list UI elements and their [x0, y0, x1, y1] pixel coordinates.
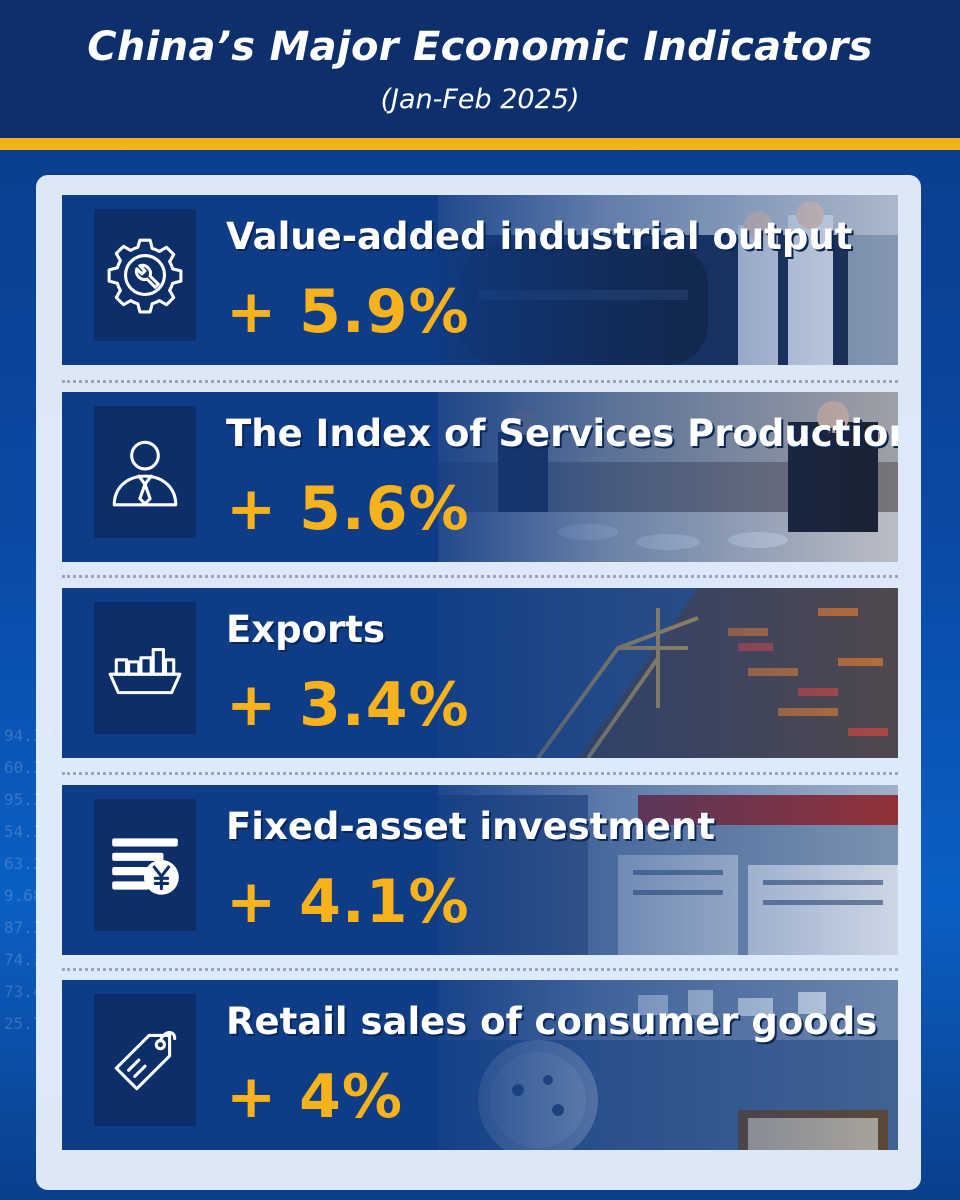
icon-frame — [94, 602, 196, 734]
bg-digit: 9.68 — [4, 886, 43, 905]
icon-frame — [94, 209, 196, 341]
divider — [62, 968, 898, 971]
page-subtitle: (Jan-Feb 2025) — [380, 84, 580, 115]
indicator-card-industrial-output: Value-added industrial output + 5.9% — [62, 195, 898, 365]
indicator-card-services-production: The Index of Services Production + 5.6% — [62, 392, 898, 562]
card-gradient — [62, 785, 898, 955]
divider — [62, 575, 898, 578]
indicator-value: + 5.9% — [226, 277, 470, 347]
price-tag-icon — [114, 1031, 177, 1091]
indicator-label: Retail sales of consumer goods — [226, 1000, 878, 1043]
indicator-value: + 4% — [226, 1062, 404, 1132]
icon-frame — [94, 799, 196, 931]
indicator-value: + 5.6% — [226, 474, 470, 544]
person-service-icon — [112, 440, 178, 507]
indicator-label: Exports — [226, 608, 386, 651]
indicator-label: The Index of Services Production — [226, 412, 898, 455]
header: China’s Major Economic Indicators (Jan-F… — [0, 0, 960, 138]
indicator-value: + 3.4% — [226, 670, 470, 740]
indicator-card-fixed-asset-investment: Fixed-asset investment + 4.1% — [62, 785, 898, 955]
cargo-ship-icon — [108, 648, 182, 695]
accent-bar — [0, 138, 960, 150]
icon-frame — [94, 406, 196, 538]
indicator-card-exports: Exports + 3.4% — [62, 588, 898, 758]
card-gradient — [62, 392, 898, 562]
indicator-label: Value-added industrial output — [226, 215, 853, 258]
coins-yuan-icon — [112, 838, 179, 895]
indicator-card-retail-sales: Retail sales of consumer goods + 4% — [62, 980, 898, 1150]
page-title: China’s Major Economic Indicators — [87, 24, 873, 70]
indicator-label: Fixed-asset investment — [226, 805, 716, 848]
card-gradient — [62, 588, 898, 758]
card-gradient — [62, 980, 898, 1150]
divider — [62, 772, 898, 775]
indicator-value: + 4.1% — [226, 867, 470, 937]
icon-frame — [94, 994, 196, 1126]
gear-wrench-icon — [107, 238, 183, 314]
card-gradient — [62, 195, 898, 365]
divider — [62, 380, 898, 383]
